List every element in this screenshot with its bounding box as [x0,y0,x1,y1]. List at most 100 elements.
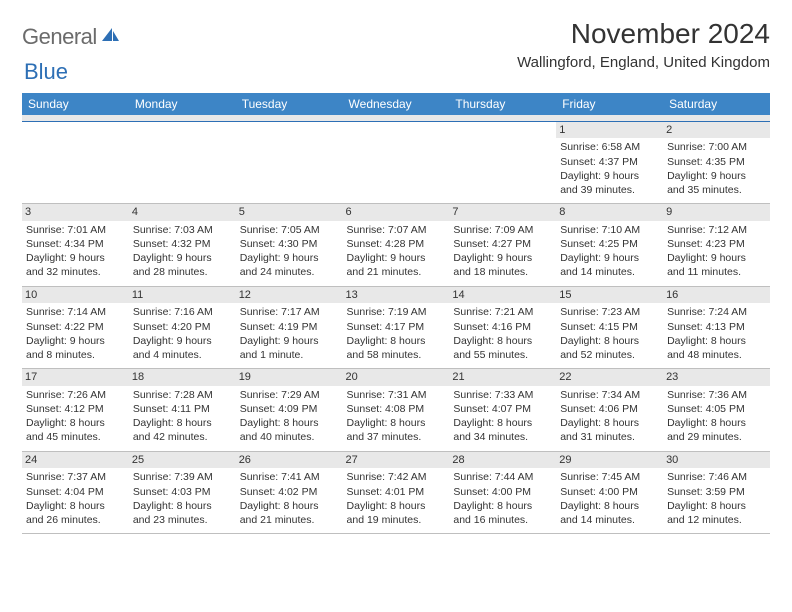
day-cell: 25Sunrise: 7:39 AMSunset: 4:03 PMDayligh… [129,451,236,534]
sunrise-text: Sunrise: 7:28 AM [133,388,232,402]
daylight-text: Daylight: 9 hours and 4 minutes. [133,334,232,362]
day-number: 21 [449,369,556,386]
sunrise-text: Sunrise: 7:17 AM [240,305,339,319]
sunset-text: Sunset: 4:15 PM [560,320,659,334]
day-cell: 19Sunrise: 7:29 AMSunset: 4:09 PMDayligh… [236,369,343,452]
day-number: 3 [22,204,129,221]
sunrise-text: Sunrise: 7:16 AM [133,305,232,319]
day-cell: 24Sunrise: 7:37 AMSunset: 4:04 PMDayligh… [22,451,129,534]
day-number: 15 [556,287,663,304]
day-cell: 28Sunrise: 7:44 AMSunset: 4:00 PMDayligh… [449,451,556,534]
day-cell [22,121,129,204]
daylight-text: Daylight: 9 hours and 28 minutes. [133,251,232,279]
day-number: 6 [343,204,450,221]
daylight-text: Daylight: 8 hours and 48 minutes. [667,334,766,362]
day-cell: 26Sunrise: 7:41 AMSunset: 4:02 PMDayligh… [236,451,343,534]
day-number: 17 [22,369,129,386]
sunset-text: Sunset: 4:32 PM [133,237,232,251]
daylight-text: Daylight: 8 hours and 34 minutes. [453,416,552,444]
sunrise-text: Sunrise: 7:39 AM [133,470,232,484]
day-cell: 15Sunrise: 7:23 AMSunset: 4:15 PMDayligh… [556,286,663,369]
day-number: 11 [129,287,236,304]
daylight-text: Daylight: 9 hours and 8 minutes. [26,334,125,362]
daylight-text: Daylight: 8 hours and 29 minutes. [667,416,766,444]
day-cell: 18Sunrise: 7:28 AMSunset: 4:11 PMDayligh… [129,369,236,452]
day-cell: 12Sunrise: 7:17 AMSunset: 4:19 PMDayligh… [236,286,343,369]
day-number: 30 [663,452,770,469]
brand-sail-icon [100,26,120,49]
day-cell [236,121,343,204]
daylight-text: Daylight: 8 hours and 21 minutes. [240,499,339,527]
week-row: 1Sunrise: 6:58 AMSunset: 4:37 PMDaylight… [22,121,770,204]
daylight-text: Daylight: 9 hours and 1 minute. [240,334,339,362]
sunrise-text: Sunrise: 7:42 AM [347,470,446,484]
col-sunday: Sunday [22,93,129,115]
sunrise-text: Sunrise: 7:29 AM [240,388,339,402]
col-saturday: Saturday [663,93,770,115]
sunrise-text: Sunrise: 7:12 AM [667,223,766,237]
sunset-text: Sunset: 4:12 PM [26,402,125,416]
sunrise-text: Sunrise: 7:00 AM [667,140,766,154]
sunrise-text: Sunrise: 7:24 AM [667,305,766,319]
calendar-body: 1Sunrise: 6:58 AMSunset: 4:37 PMDaylight… [22,121,770,534]
daylight-text: Daylight: 8 hours and 45 minutes. [26,416,125,444]
sunset-text: Sunset: 4:34 PM [26,237,125,251]
sunset-text: Sunset: 4:06 PM [560,402,659,416]
day-number: 26 [236,452,343,469]
sunrise-text: Sunrise: 7:26 AM [26,388,125,402]
location-label: Wallingford, England, United Kingdom [517,54,770,71]
sunrise-text: Sunrise: 7:14 AM [26,305,125,319]
sunset-text: Sunset: 4:13 PM [667,320,766,334]
day-number: 16 [663,287,770,304]
col-tuesday: Tuesday [236,93,343,115]
day-number: 27 [343,452,450,469]
day-cell: 23Sunrise: 7:36 AMSunset: 4:05 PMDayligh… [663,369,770,452]
day-number: 24 [22,452,129,469]
sunrise-text: Sunrise: 7:07 AM [347,223,446,237]
day-number: 18 [129,369,236,386]
day-number: 13 [343,287,450,304]
day-cell: 2Sunrise: 7:00 AMSunset: 4:35 PMDaylight… [663,121,770,204]
sunset-text: Sunset: 4:25 PM [560,237,659,251]
daylight-text: Daylight: 9 hours and 35 minutes. [667,169,766,197]
day-number: 22 [556,369,663,386]
day-cell: 22Sunrise: 7:34 AMSunset: 4:06 PMDayligh… [556,369,663,452]
daylight-text: Daylight: 8 hours and 23 minutes. [133,499,232,527]
daylight-text: Daylight: 8 hours and 37 minutes. [347,416,446,444]
day-cell: 30Sunrise: 7:46 AMSunset: 3:59 PMDayligh… [663,451,770,534]
sunrise-text: Sunrise: 7:03 AM [133,223,232,237]
sunset-text: Sunset: 4:09 PM [240,402,339,416]
sunset-text: Sunset: 4:00 PM [453,485,552,499]
sunset-text: Sunset: 4:04 PM [26,485,125,499]
day-number: 23 [663,369,770,386]
sunset-text: Sunset: 4:00 PM [560,485,659,499]
daylight-text: Daylight: 8 hours and 52 minutes. [560,334,659,362]
col-thursday: Thursday [449,93,556,115]
sunrise-text: Sunrise: 7:21 AM [453,305,552,319]
day-number: 8 [556,204,663,221]
daylight-text: Daylight: 8 hours and 12 minutes. [667,499,766,527]
daylight-text: Daylight: 8 hours and 16 minutes. [453,499,552,527]
brand-part2: Blue [24,59,68,84]
calendar-table: Sunday Monday Tuesday Wednesday Thursday… [22,93,770,534]
sunrise-text: Sunrise: 7:44 AM [453,470,552,484]
day-cell: 11Sunrise: 7:16 AMSunset: 4:20 PMDayligh… [129,286,236,369]
sunset-text: Sunset: 4:16 PM [453,320,552,334]
day-cell [129,121,236,204]
sunset-text: Sunset: 4:27 PM [453,237,552,251]
sunrise-text: Sunrise: 7:09 AM [453,223,552,237]
sunset-text: Sunset: 4:19 PM [240,320,339,334]
sunrise-text: Sunrise: 7:41 AM [240,470,339,484]
week-row: 10Sunrise: 7:14 AMSunset: 4:22 PMDayligh… [22,286,770,369]
day-cell: 3Sunrise: 7:01 AMSunset: 4:34 PMDaylight… [22,204,129,287]
sunset-text: Sunset: 4:05 PM [667,402,766,416]
sunrise-text: Sunrise: 7:34 AM [560,388,659,402]
sunrise-text: Sunrise: 7:10 AM [560,223,659,237]
day-number: 20 [343,369,450,386]
day-cell: 1Sunrise: 6:58 AMSunset: 4:37 PMDaylight… [556,121,663,204]
month-title: November 2024 [517,18,770,50]
sunset-text: Sunset: 4:17 PM [347,320,446,334]
day-number: 4 [129,204,236,221]
sunrise-text: Sunrise: 7:05 AM [240,223,339,237]
brand-logo: General [22,24,122,50]
